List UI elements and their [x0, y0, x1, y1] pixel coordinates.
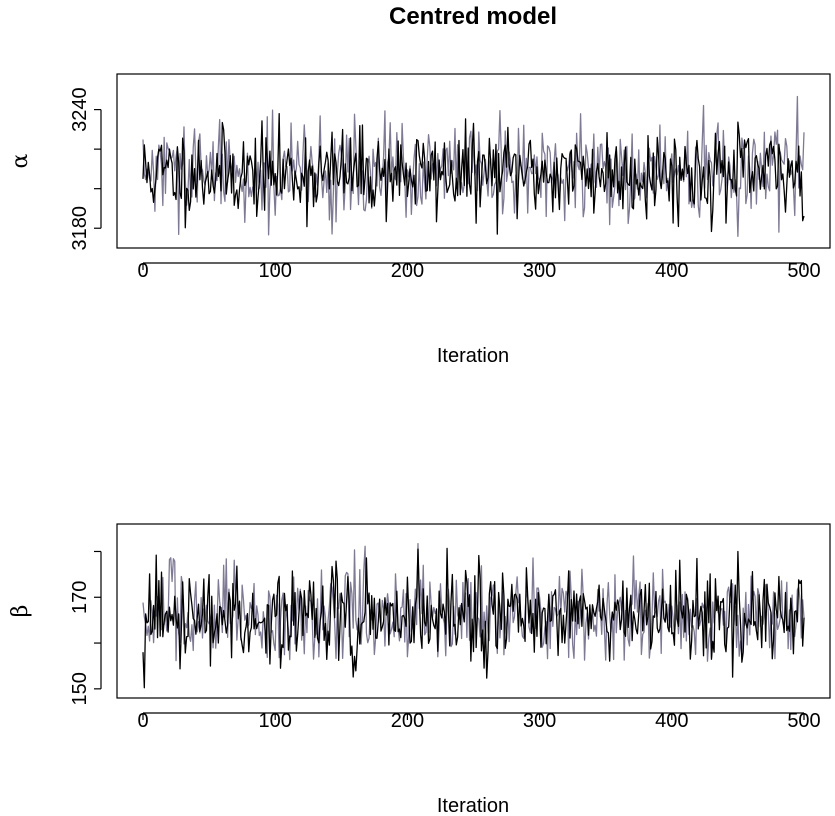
alpha-trace-panel: 0 100 200 300 400 500 3180 3240 Iteration α — [8, 73, 831, 367]
x-tick-label: 400 — [655, 710, 688, 732]
x-axis-label: Iteration — [437, 345, 509, 367]
x-tick-label: 0 — [137, 260, 148, 282]
y-tick-label: 170 — [69, 581, 91, 614]
x-tick-label: 500 — [787, 260, 820, 282]
y-tick-label: 3240 — [69, 87, 91, 132]
x-tick-label: 400 — [655, 260, 688, 282]
plot-frame — [116, 73, 831, 249]
main-title: Centred model — [389, 3, 557, 30]
x-tick-label: 100 — [259, 710, 292, 732]
x-tick-label: 200 — [391, 260, 424, 282]
plot-frame — [116, 523, 831, 699]
x-tick-label: 500 — [787, 710, 820, 732]
trace-line-chain-1 — [142, 112, 805, 235]
x-tick-label: 0 — [137, 710, 148, 732]
x-tick-label: 300 — [523, 710, 556, 732]
y-axis-label: α — [8, 153, 33, 168]
y-axis-label: β — [8, 605, 33, 618]
x-axis-label: Iteration — [437, 795, 509, 816]
x-tick-label: 200 — [391, 710, 424, 732]
y-tick-label: 3180 — [69, 206, 91, 251]
x-tick-label: 100 — [259, 260, 292, 282]
y-tick-label: 150 — [69, 672, 91, 705]
beta-trace-panel: 0 100 200 300 400 500 150 170 Iteration β — [8, 523, 831, 816]
x-tick-label: 300 — [523, 260, 556, 282]
trace-line-chain-1 — [142, 547, 805, 689]
